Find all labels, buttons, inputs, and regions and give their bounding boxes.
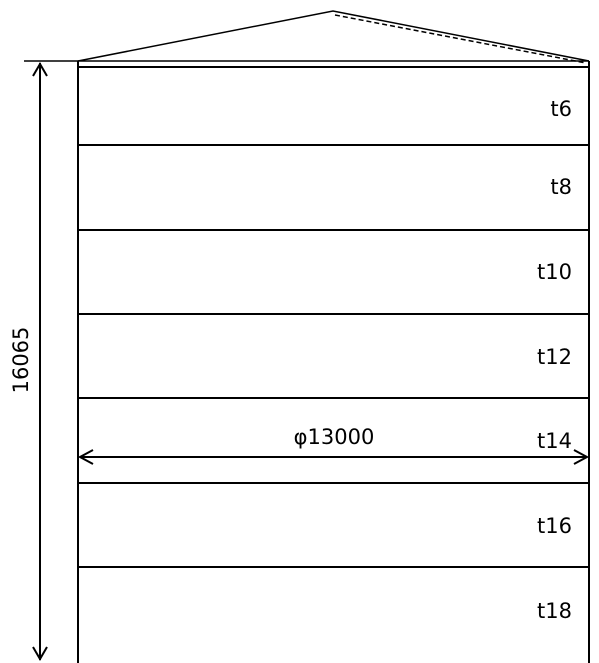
height-dimension-label: 16065 (9, 327, 33, 394)
course-thickness-label: t14 (537, 429, 572, 453)
course-thickness-label: t16 (537, 514, 572, 538)
roof (77, 10, 590, 68)
course-dividers (78, 144, 589, 568)
diameter-dimension-label: φ13000 (294, 425, 375, 449)
course-thickness-label: t12 (537, 345, 572, 369)
diameter-dimension: φ13000 (77, 425, 590, 465)
roof-outline (77, 10, 590, 62)
roof-dashed-line (334, 14, 587, 64)
course-thickness-label: t10 (537, 260, 572, 284)
diameter-arrow-left-icon (77, 449, 94, 465)
height-arrow-up-icon (32, 62, 48, 77)
height-arrow-down-icon (32, 646, 48, 661)
height-dimension: 16065 (9, 60, 78, 661)
diameter-arrow-right-icon (573, 449, 590, 465)
course-labels: t6 t8 t10 t12 t14 t16 t18 (537, 97, 572, 623)
course-thickness-label: t18 (537, 599, 572, 623)
course-thickness-label: t6 (550, 97, 572, 121)
course-thickness-label: t8 (550, 175, 572, 199)
